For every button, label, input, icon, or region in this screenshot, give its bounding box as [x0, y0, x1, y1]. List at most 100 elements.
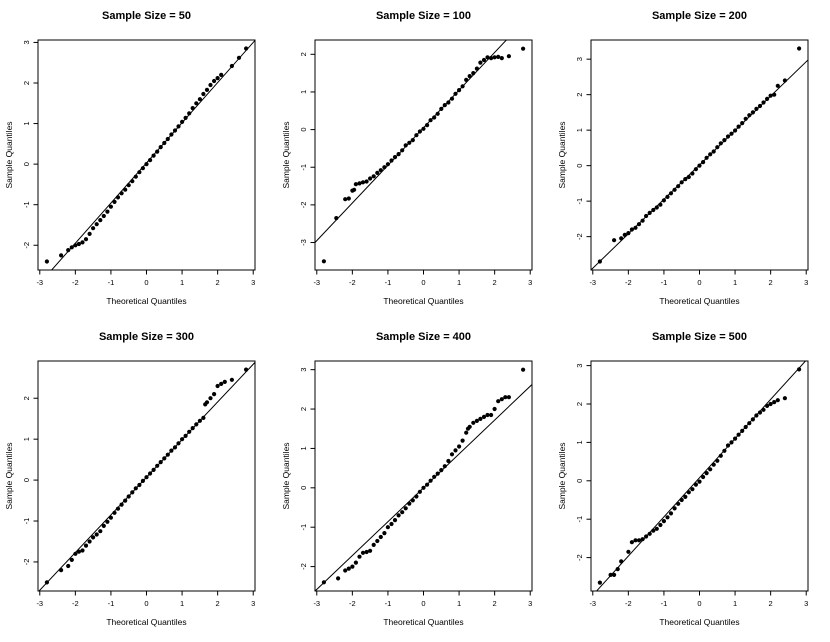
data-point: [194, 101, 199, 106]
data-point: [694, 482, 699, 487]
data-point: [665, 515, 670, 520]
data-point: [743, 116, 749, 121]
data-point: [76, 549, 81, 554]
y-tick-label: 0: [575, 164, 584, 168]
x-tick-label: -3: [313, 278, 320, 287]
data-point: [502, 395, 508, 400]
data-point: [715, 458, 720, 463]
data-point: [187, 429, 192, 434]
data-point: [381, 165, 387, 170]
data-point: [346, 566, 351, 571]
data-point: [736, 124, 742, 129]
data-point: [353, 182, 358, 187]
data-point: [633, 225, 638, 230]
data-point: [492, 406, 497, 412]
data-point: [672, 187, 678, 192]
data-point: [460, 84, 465, 89]
data-point: [396, 513, 401, 518]
data-point: [470, 420, 476, 425]
y-axis-label: Sample Quantiles: [4, 442, 14, 509]
data-point: [736, 432, 742, 437]
x-tick-label: 3: [804, 599, 808, 608]
data-point: [431, 115, 436, 120]
data-point: [694, 167, 699, 172]
data-point: [655, 205, 660, 210]
data-point: [406, 140, 412, 145]
data-point: [123, 187, 128, 192]
data-point: [669, 191, 674, 196]
qq-plot-canvas: Sample Size = 100 -3 -2 -1 0 1 2 3 -3 -2 -1 0 1 2 Theo…: [281, 10, 533, 306]
data-point: [488, 56, 493, 61]
data-point: [180, 119, 185, 124]
y-axis-label: Sample Quantiles: [557, 121, 567, 188]
data-point: [91, 535, 96, 540]
x-tick-label: 3: [251, 599, 255, 608]
x-tick-label: -1: [384, 278, 391, 287]
data-point: [197, 418, 202, 423]
data-point: [679, 497, 685, 503]
x-tick-label: 0: [698, 599, 702, 608]
data-point: [598, 259, 603, 264]
data-point: [719, 453, 724, 458]
data-point: [662, 519, 667, 524]
data-point: [130, 179, 135, 184]
data-point: [201, 91, 206, 97]
data-point: [467, 74, 472, 79]
data-point: [640, 218, 646, 223]
data-point: [768, 93, 774, 98]
data-point: [424, 482, 429, 487]
x-tick-label: 2: [492, 599, 496, 608]
data-point: [733, 436, 738, 441]
data-point: [321, 259, 326, 264]
data-point: [474, 66, 479, 71]
data-point: [729, 131, 734, 136]
data-point: [715, 145, 720, 150]
data-point: [754, 413, 759, 418]
qq-points: [321, 46, 525, 264]
data-point: [176, 441, 181, 446]
data-point: [212, 78, 217, 84]
data-point: [66, 248, 71, 253]
y-tick-label: -2: [299, 563, 308, 570]
y-axis-label: Sample Quantiles: [557, 442, 567, 509]
data-point: [485, 55, 490, 60]
data-point: [615, 567, 621, 572]
data-point: [119, 191, 124, 196]
data-point: [126, 494, 131, 499]
panel-title: Sample Size = 500: [652, 331, 747, 343]
x-tick-label: 3: [528, 599, 532, 608]
data-point: [662, 198, 667, 203]
data-point: [428, 118, 433, 123]
data-point: [105, 519, 110, 524]
data-point: [708, 152, 713, 157]
data-point: [108, 515, 113, 520]
data-point: [453, 448, 458, 453]
data-point: [190, 106, 195, 111]
y-tick-label: 2: [575, 402, 584, 406]
data-point: [417, 489, 422, 494]
data-point: [499, 56, 504, 61]
y-tick-label: 0: [299, 486, 308, 490]
qq-panel-3: Sample Size = 200 -3 -2 -1 0 1 2 3 -2 -1 0 1 2 3 Theor…: [553, 0, 829, 321]
data-point: [115, 506, 121, 511]
data-point: [626, 231, 631, 236]
data-point: [492, 55, 497, 60]
y-tick-label: -1: [22, 201, 31, 208]
data-point: [59, 568, 64, 573]
y-tick-label: -2: [22, 559, 31, 566]
data-point: [66, 563, 71, 569]
data-point: [155, 463, 160, 468]
x-tick-label: -3: [590, 278, 597, 287]
data-point: [244, 367, 249, 372]
data-point: [421, 126, 426, 131]
data-point: [704, 155, 710, 160]
x-tick-label: 2: [492, 278, 496, 287]
data-point: [761, 407, 766, 412]
data-point: [413, 133, 419, 138]
data-point: [477, 60, 483, 65]
x-tick-label: -3: [36, 599, 43, 608]
data-point: [98, 529, 103, 534]
data-point: [651, 207, 656, 213]
data-point: [683, 177, 688, 182]
